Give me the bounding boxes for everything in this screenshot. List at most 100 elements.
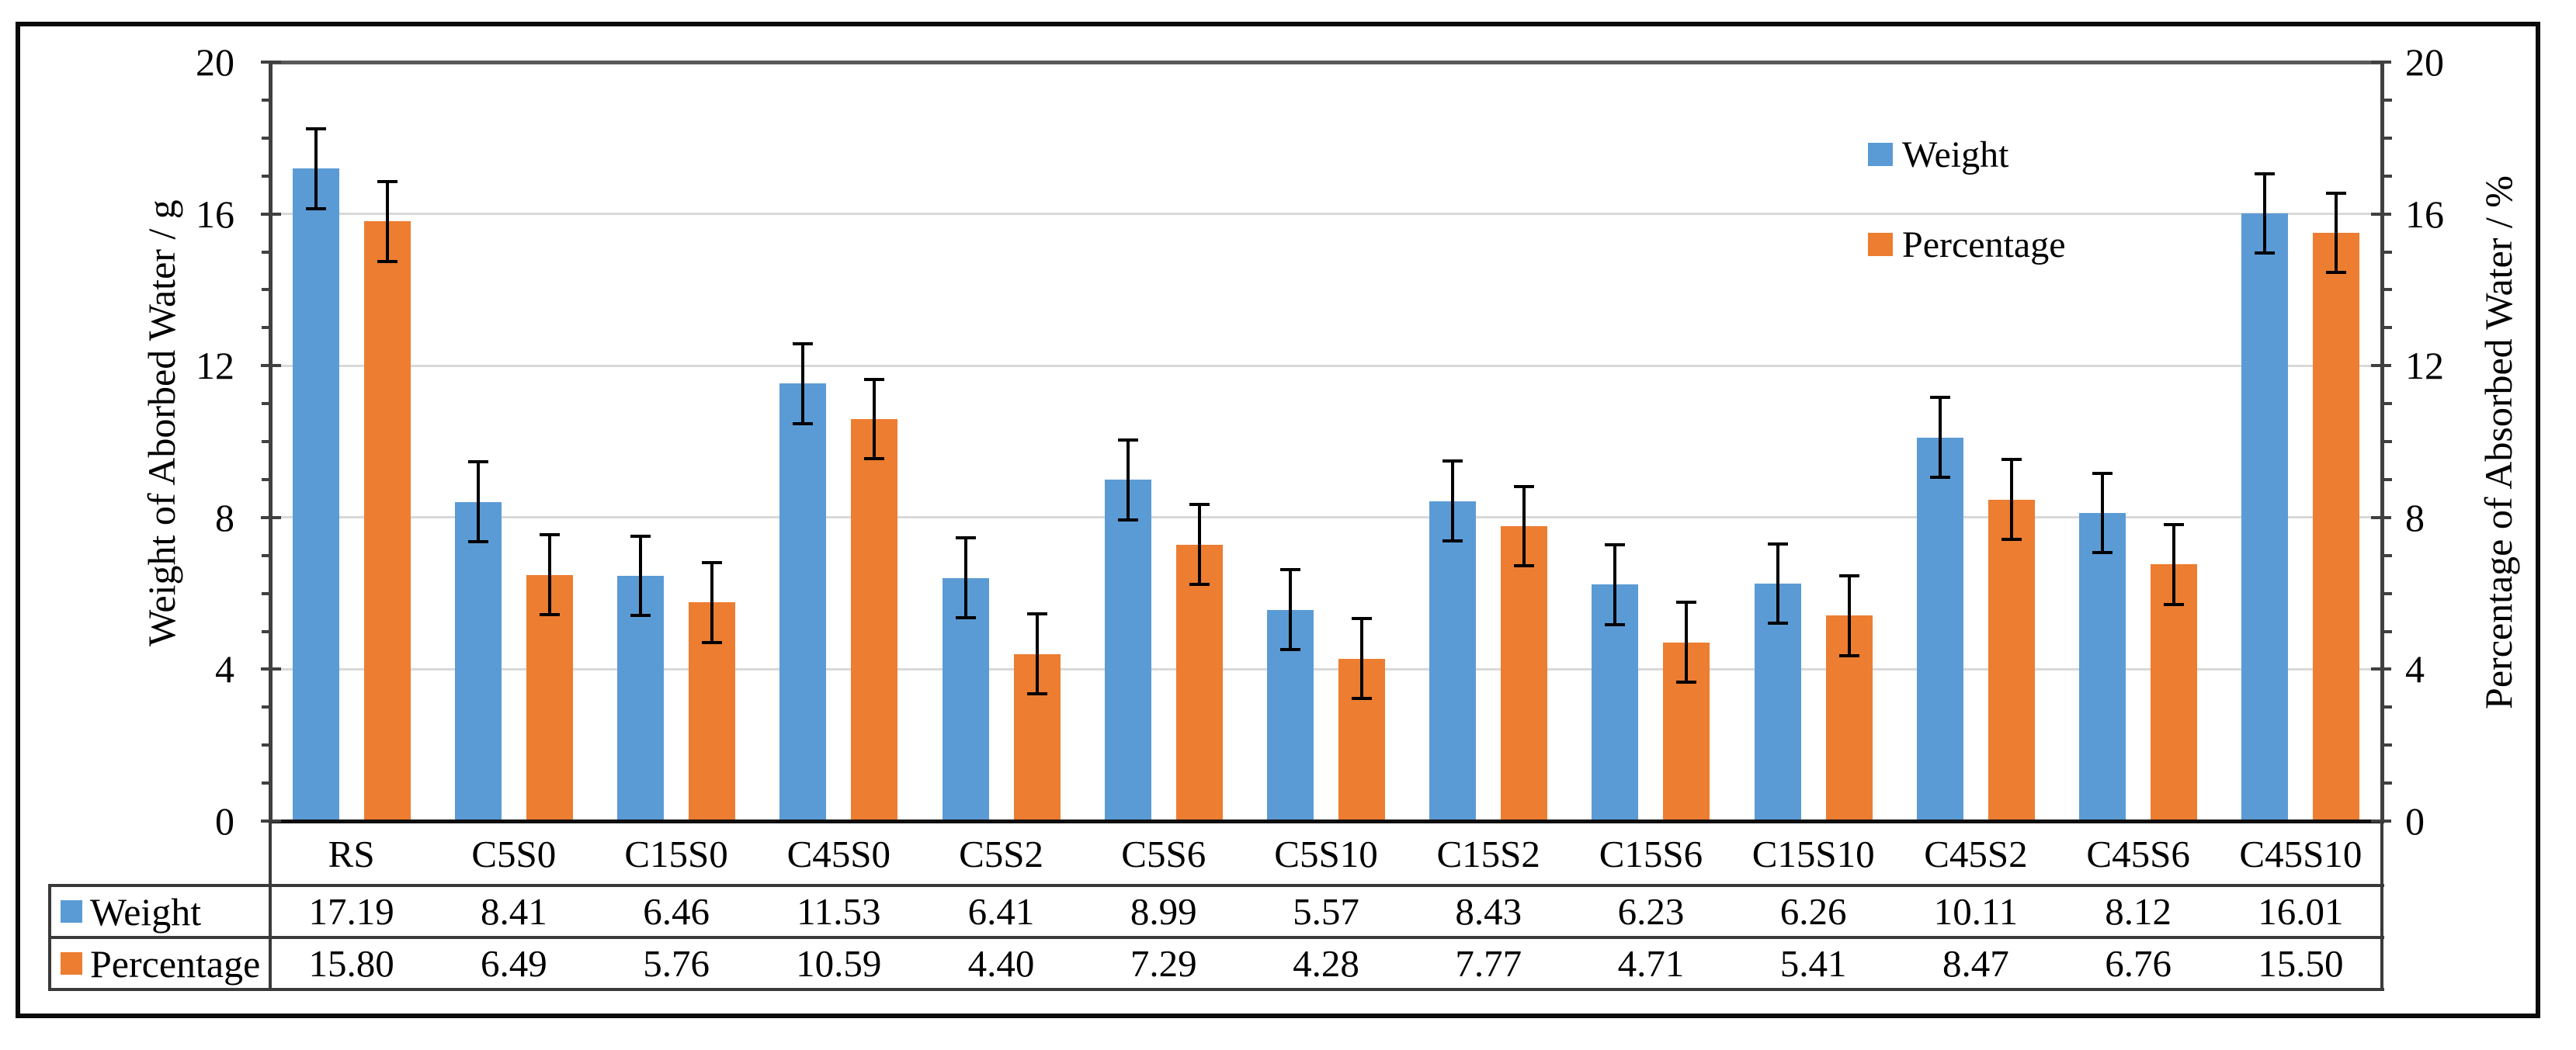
minor-tick-left — [262, 743, 273, 747]
error-bar-cap — [1352, 697, 1372, 701]
error-bar-cap — [539, 612, 560, 616]
error-bar-cap — [864, 457, 885, 461]
error-bar-cap — [2092, 471, 2113, 475]
error-bar-line — [1685, 602, 1689, 683]
error-bar-cap — [1514, 564, 1535, 568]
table-category-cell: RS — [328, 833, 375, 875]
table-value-cell: 17.19 — [308, 890, 394, 933]
table-category-cell: C45S10 — [2239, 833, 2362, 875]
percentage-bar — [2313, 233, 2360, 821]
table-row-label-percentage: Percentage — [51, 939, 269, 988]
y-axis-right-tick-label: 8 — [2405, 495, 2425, 539]
minor-tick-right — [2381, 629, 2392, 633]
table-value-cell: 16.01 — [2258, 890, 2344, 933]
table-value-cell: 5.76 — [643, 942, 710, 985]
error-bar-cap — [2164, 523, 2185, 527]
error-bar-line — [1847, 576, 1851, 656]
major-tick-left — [261, 364, 281, 368]
major-tick-right — [2371, 212, 2391, 216]
table-category-cell: C15S0 — [624, 833, 728, 875]
legend-label-percentage: Percentage — [1902, 224, 2066, 265]
error-bar-cap — [1117, 518, 1138, 522]
minor-tick-left — [262, 250, 273, 254]
major-tick-right — [2371, 61, 2391, 64]
y-axis-right-tick-label: 12 — [2405, 344, 2444, 388]
error-bar-line — [314, 129, 318, 209]
table-category-cell: C5S10 — [1274, 833, 1378, 875]
error-bar-cap — [2326, 271, 2347, 275]
error-bar-cap — [1280, 568, 1300, 572]
error-bar-cap — [1352, 617, 1372, 621]
legend-item-percentage: Percentage — [1868, 220, 2066, 269]
error-bar-cap — [1929, 475, 1950, 479]
error-bar-cap — [1189, 503, 1210, 507]
minor-tick-left — [262, 136, 273, 140]
error-bar-line — [2009, 459, 2013, 540]
table-value-cell: 15.80 — [308, 942, 394, 985]
error-bar-cap — [1838, 653, 1859, 657]
y-axis-right-tick-label: 0 — [2405, 799, 2425, 843]
error-bar-cap — [793, 421, 814, 425]
table-category-cell: C5S0 — [471, 833, 557, 875]
table-label-divider — [269, 821, 272, 991]
error-bar-cap — [1605, 622, 1626, 626]
error-bar-cap — [2255, 172, 2276, 175]
legend-item-weight: Weight — [1868, 130, 2066, 178]
table-rule — [48, 884, 2384, 887]
table-category-cell: C15S6 — [1599, 833, 1703, 875]
error-bar-cap — [630, 614, 651, 618]
error-bar-line — [1126, 440, 1130, 520]
minor-tick-right — [2381, 440, 2392, 443]
x-axis-line — [270, 820, 2384, 823]
major-gridline — [270, 516, 2382, 519]
major-tick-right — [2371, 515, 2391, 519]
major-tick-left — [261, 212, 281, 216]
table-value-cell: 6.23 — [1617, 890, 1685, 933]
weight-bar — [2079, 512, 2126, 821]
major-gridline — [270, 364, 2382, 367]
table-value-cell: 4.71 — [1617, 942, 1685, 985]
table-value-cell: 11.53 — [797, 890, 881, 933]
table-value-cell: 6.26 — [1779, 890, 1847, 933]
error-bar-cap — [1514, 484, 1535, 488]
table-value-cell: 15.50 — [2258, 942, 2344, 985]
error-bar-line — [1522, 486, 1526, 567]
error-bar-cap — [2001, 458, 2022, 462]
row-label-text: Weight — [90, 889, 202, 934]
weight-series-swatch-icon — [1868, 143, 1893, 166]
minor-tick-left — [262, 705, 273, 709]
table-value-cell: 8.43 — [1455, 890, 1522, 933]
table-value-cell: 5.41 — [1779, 942, 1847, 985]
percentage-bar — [1501, 526, 1548, 821]
error-bar-line — [1289, 570, 1292, 650]
table-value-cell: 6.46 — [643, 890, 710, 933]
minor-tick-right — [2381, 402, 2392, 406]
legend: Weight Percentage — [1868, 130, 2066, 310]
error-bar-line — [2101, 473, 2105, 553]
error-bar-line — [2172, 525, 2176, 605]
y-axis-left-tick-label: 8 — [215, 495, 234, 539]
weight-key-icon — [61, 900, 82, 923]
error-bar-line — [1360, 619, 1363, 699]
minor-tick-left — [262, 629, 273, 633]
error-bar-line — [547, 535, 551, 615]
error-bar-cap — [377, 180, 398, 184]
table-value-cell: 10.59 — [796, 942, 882, 985]
table-right-border — [2380, 821, 2383, 991]
plot-area — [270, 62, 2382, 821]
table-category-cell: C15S2 — [1436, 833, 1540, 875]
error-bar-line — [639, 535, 643, 616]
table-value-cell: 7.29 — [1130, 942, 1197, 985]
legend-label-weight: Weight — [1902, 133, 2009, 175]
table-value-cell: 7.77 — [1455, 942, 1522, 985]
error-bar-line — [1035, 614, 1039, 695]
minor-tick-left — [262, 781, 273, 785]
error-bar-cap — [467, 540, 488, 544]
error-bar-cap — [1442, 459, 1463, 463]
weight-bar — [1429, 501, 1477, 821]
minor-tick-left — [262, 591, 273, 595]
error-bar-line — [385, 182, 389, 262]
table-value-cell: 6.49 — [480, 942, 547, 985]
y-axis-left-tick-label: 12 — [196, 344, 234, 388]
error-bar-cap — [1838, 574, 1859, 578]
